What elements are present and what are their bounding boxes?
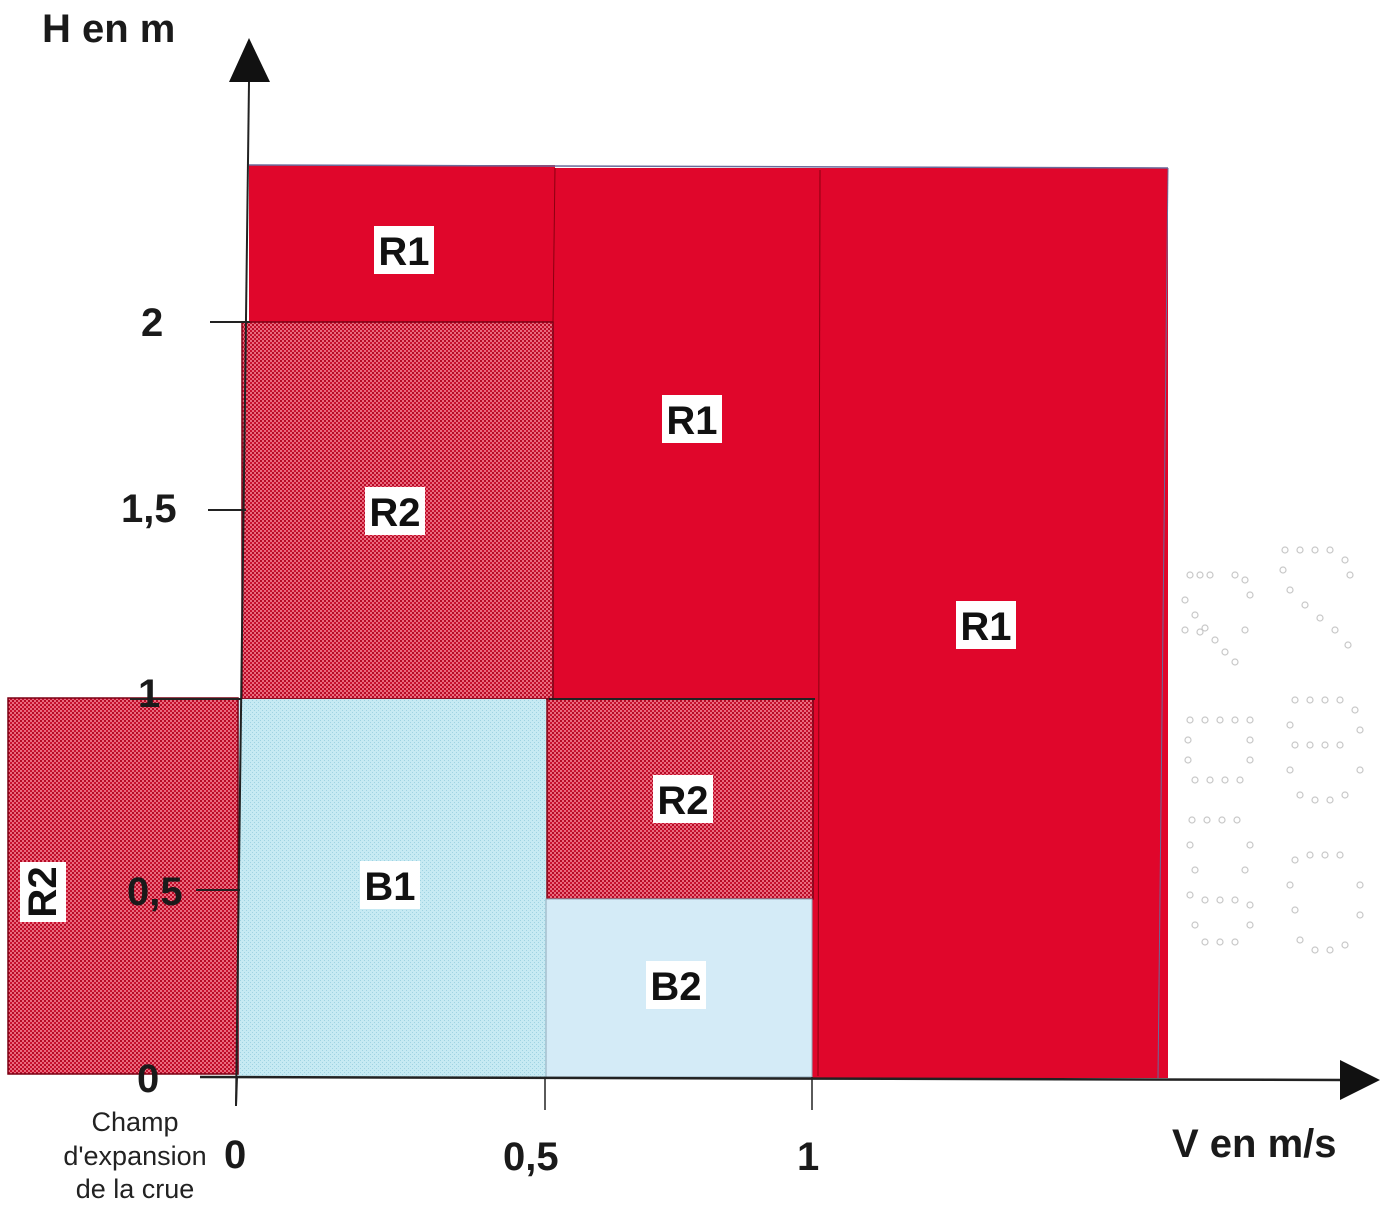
separator-top-border	[248, 164, 1169, 169]
svg-text:B1: B1	[364, 865, 415, 909]
zone-label-b2: B2	[646, 961, 706, 1009]
zone-label-r2-middle: R2	[653, 775, 713, 823]
x-note-expansion: Champ d'expansion de la crue	[63, 1107, 206, 1204]
zone-label-r2-upper-left: R2	[365, 487, 425, 535]
separator-r1-r1	[817, 169, 821, 1077]
zone-label-r1-middle: R1	[662, 395, 722, 443]
x-tick-label-0: 0	[224, 1133, 246, 1177]
zone-label-r2-expansion: R2	[20, 862, 66, 922]
x-axis-line	[199, 1075, 1346, 1082]
separator-r1-left	[552, 167, 556, 323]
zone-label-r1-top-left: R1	[374, 226, 434, 274]
axes-layer	[130, 38, 1380, 1110]
zone-label-r1-right: R1	[956, 601, 1016, 649]
y-axis-line	[235, 81, 250, 1107]
x-tick-mark-0	[235, 1076, 238, 1106]
x-note-line-2: d'expansion	[63, 1141, 206, 1171]
svg-text:B2: B2	[650, 965, 701, 1009]
svg-text:R1: R1	[378, 230, 429, 274]
zone-b2	[545, 898, 813, 1078]
x-note-line-1: Champ	[91, 1107, 178, 1137]
zone-labels-layer: R1 R2 R1 R1 R2 B1 B2 R2	[20, 226, 1016, 1009]
y-tick-label-1-5: 1,5	[121, 487, 177, 531]
y-axis-arrow-icon	[229, 38, 270, 82]
svg-text:R1: R1	[666, 399, 717, 443]
svg-text:R2: R2	[21, 866, 65, 917]
separator-right-border	[1157, 167, 1169, 1079]
y-tick-label-2: 2	[141, 301, 163, 345]
dotted-outline-decoration	[1181, 546, 1364, 954]
y-tick-label-0: 0	[137, 1057, 159, 1101]
x-axis-arrow-icon	[1340, 1060, 1380, 1100]
y-axis-title: H en m	[42, 7, 175, 51]
zone-label-b1: B1	[360, 861, 420, 909]
x-tick-label-1: 1	[797, 1135, 819, 1179]
x-note-line-3: de la crue	[76, 1174, 195, 1204]
svg-text:R2: R2	[369, 491, 420, 535]
zones-layer	[7, 164, 1169, 1079]
y-tick-label-0-5: 0,5	[127, 870, 183, 914]
svg-text:R2: R2	[657, 779, 708, 823]
svg-text:R1: R1	[960, 605, 1011, 649]
x-axis-title: V en m/s	[1172, 1122, 1337, 1166]
x-tick-label-0-5: 0,5	[503, 1135, 559, 1179]
y-tick-label-1: 1	[138, 672, 160, 716]
zone-r2-upper-left	[241, 321, 554, 700]
